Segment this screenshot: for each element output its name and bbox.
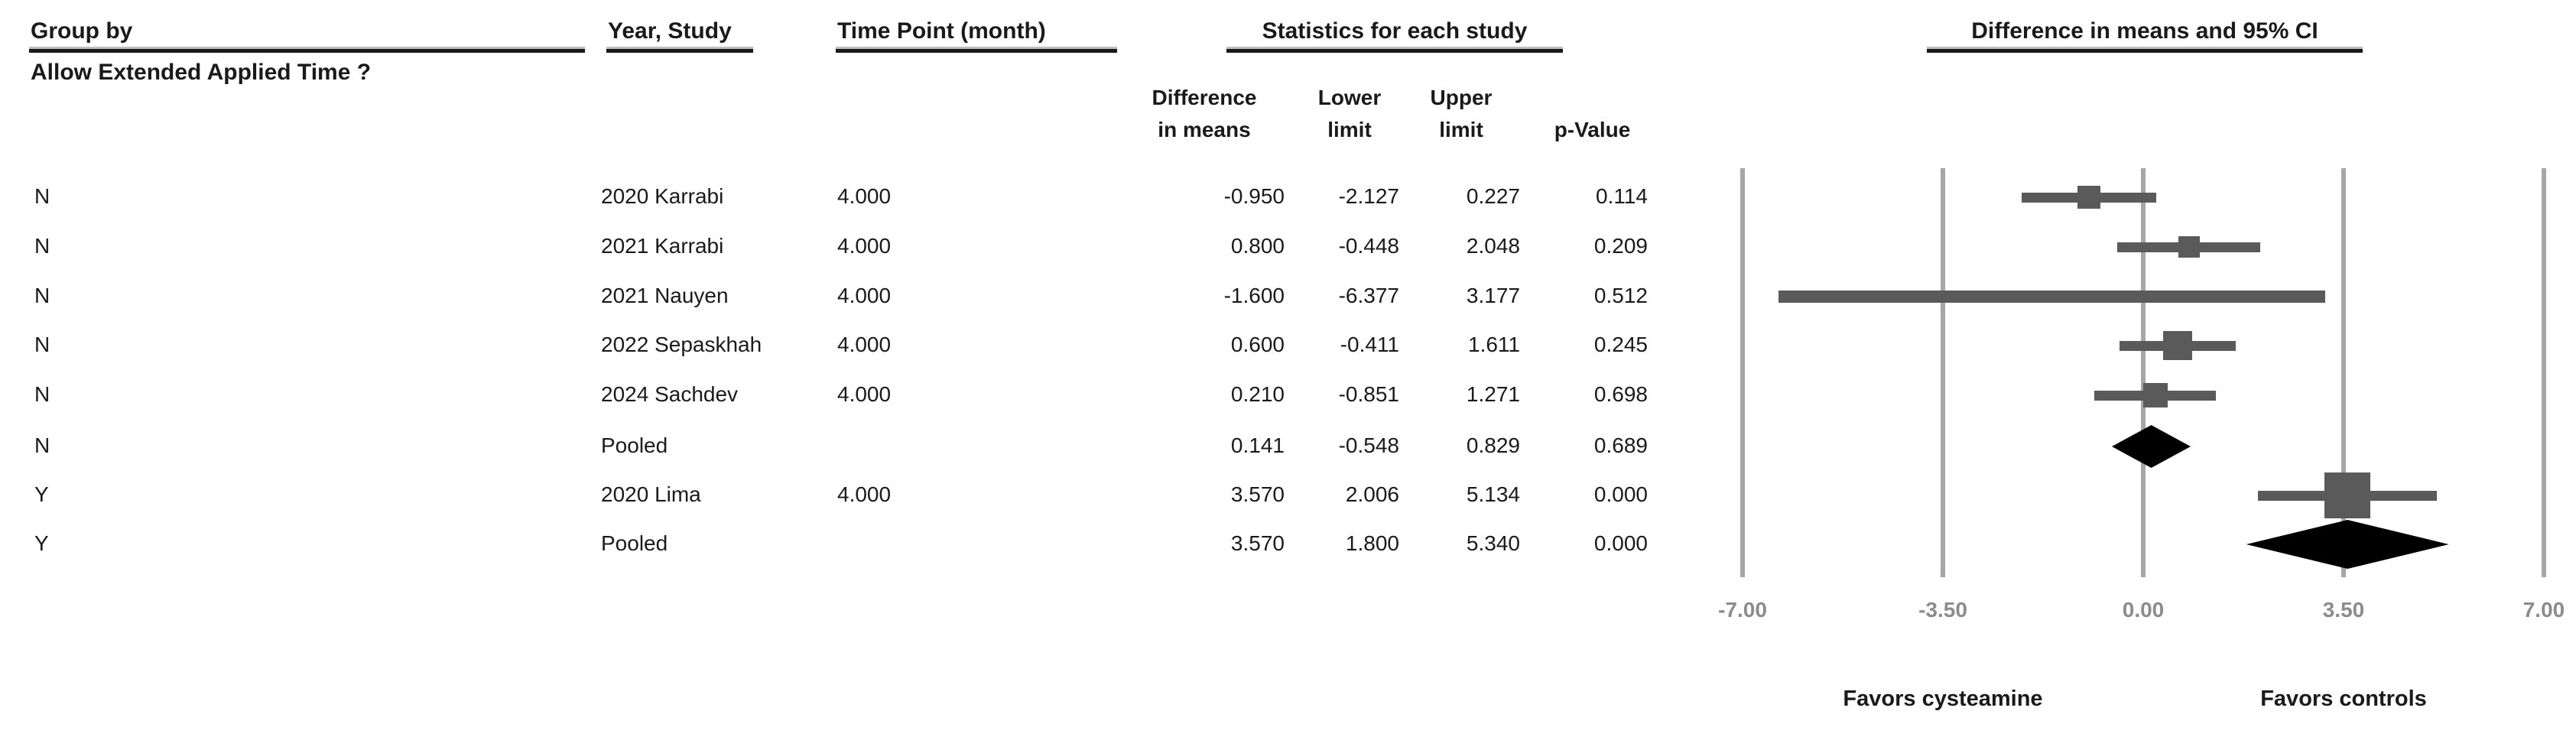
forest-point-square xyxy=(2162,331,2192,360)
upper-col-header-line2: limit xyxy=(1439,118,1483,141)
upper-limit-cell: 3.177 xyxy=(1466,284,1520,307)
forest-pooled-diamond xyxy=(2111,425,2191,468)
lower-col-header-line2: limit xyxy=(1327,118,1372,141)
group-cell: Y xyxy=(34,482,49,506)
study-cell: 2021 Nauyen xyxy=(601,284,729,307)
group-cell: N xyxy=(34,382,50,406)
difference-cell: 0.141 xyxy=(1230,433,1285,457)
forest-point-square xyxy=(2178,236,2200,258)
axis-tick-label: 0.00 xyxy=(2122,598,2165,622)
time-point-cell: 4.000 xyxy=(837,234,892,258)
upper-limit-cell: 0.829 xyxy=(1466,433,1520,457)
lower-limit-cell: -0.851 xyxy=(1338,382,1399,406)
difference-cell: 3.570 xyxy=(1230,531,1285,555)
forest-point-square xyxy=(2077,186,2100,209)
group-cell: N xyxy=(34,333,50,356)
p-value-cell: 0.512 xyxy=(1593,284,1648,307)
gridline xyxy=(2541,168,2546,577)
statistics-underline xyxy=(1226,49,1563,53)
lower-limit-cell: -2.127 xyxy=(1338,184,1399,208)
lower-limit-cell: -0.548 xyxy=(1338,433,1399,457)
group-by-variable-label: Allow Extended Applied Time ? xyxy=(31,60,372,85)
time-point-cell: 4.000 xyxy=(837,284,892,307)
favors-left-label: Favors cysteamine xyxy=(1843,687,2043,711)
time-point-underline xyxy=(836,49,1117,53)
axis-tick-label: 3.50 xyxy=(2322,598,2365,622)
upper-limit-cell: 2.048 xyxy=(1466,234,1520,258)
time-point-cell: 4.000 xyxy=(837,482,892,506)
time-point-cell: 4.000 xyxy=(837,333,892,356)
forest-point-square xyxy=(2142,383,2168,407)
difference-cell: -0.950 xyxy=(1223,184,1285,208)
difference-cell: 3.570 xyxy=(1230,482,1285,506)
upper-limit-cell: 1.271 xyxy=(1466,382,1520,406)
forest-point-square xyxy=(2324,472,2371,518)
study-cell: 2022 Sepaskhah xyxy=(601,333,762,356)
p-value-cell: 0.698 xyxy=(1593,382,1648,406)
difference-cell: 0.800 xyxy=(1230,234,1285,258)
p-value-cell: 0.209 xyxy=(1593,234,1648,258)
group-cell: N xyxy=(34,234,50,258)
upper-limit-cell: 5.340 xyxy=(1466,531,1520,555)
lower-limit-cell: -0.448 xyxy=(1338,234,1399,258)
group-by-underline xyxy=(29,49,585,53)
gridline xyxy=(1941,168,1945,577)
group-cell: N xyxy=(34,433,50,457)
axis-tick-label: 7.00 xyxy=(2522,598,2565,622)
gridline xyxy=(2340,168,2346,577)
lower-col-header-line1: Lower xyxy=(1317,86,1382,109)
time-point-cell: 4.000 xyxy=(837,382,892,406)
gridline xyxy=(2141,168,2146,577)
p-value-cell: 0.114 xyxy=(1596,184,1648,208)
group-cell: N xyxy=(34,284,50,307)
p-value-cell: 0.245 xyxy=(1593,333,1648,356)
forest-pooled-diamond xyxy=(2246,520,2449,569)
difference-col-header-line1: Difference xyxy=(1152,86,1257,109)
study-cell: 2020 Lima xyxy=(601,482,701,506)
ci-plot-underline xyxy=(1927,49,2363,53)
study-cell: 2021 Karrabi xyxy=(601,234,724,258)
difference-cell: 0.600 xyxy=(1230,333,1285,356)
lower-limit-cell: 1.800 xyxy=(1345,531,1399,555)
lower-limit-cell: -0.411 xyxy=(1340,333,1399,356)
p-value-cell: 0.000 xyxy=(1593,482,1648,506)
axis-tick-label: -3.50 xyxy=(1918,598,1967,622)
study-cell: 2020 Karrabi xyxy=(601,184,724,208)
upper-limit-cell: 0.227 xyxy=(1466,184,1520,208)
forest-point-square xyxy=(2045,291,2058,303)
year-study-header: Year, Study xyxy=(608,18,732,44)
study-cell: 2024 Sachdev xyxy=(601,382,739,406)
axis-tick-label: -7.00 xyxy=(1718,598,1767,622)
statistics-header: Statistics for each study xyxy=(1262,18,1528,44)
study-cell: Pooled xyxy=(601,531,668,555)
p-value-cell: 0.000 xyxy=(1593,531,1648,555)
difference-col-header-line2: in means xyxy=(1158,118,1251,141)
upper-limit-cell: 1.611 xyxy=(1468,333,1520,356)
lower-limit-cell: -6.377 xyxy=(1338,284,1399,307)
time-point-header: Time Point (month) xyxy=(837,18,1046,44)
difference-cell: 0.210 xyxy=(1230,382,1285,406)
group-cell: N xyxy=(34,184,50,208)
study-cell: Pooled xyxy=(601,433,668,457)
p-value-col-header: p-Value xyxy=(1554,118,1631,141)
upper-col-header-line1: Upper xyxy=(1430,86,1493,109)
gridline xyxy=(1740,168,1745,577)
year-study-underline xyxy=(606,49,753,53)
p-value-cell: 0.689 xyxy=(1593,433,1648,457)
group-by-header: Group by xyxy=(31,18,133,44)
group-cell: Y xyxy=(34,531,49,555)
ci-plot-header: Difference in means and 95% CI xyxy=(1971,18,2318,44)
difference-cell: -1.600 xyxy=(1223,284,1285,307)
upper-limit-cell: 5.134 xyxy=(1466,482,1520,506)
favors-right-label: Favors controls xyxy=(2260,687,2427,711)
time-point-cell: 4.000 xyxy=(837,184,892,208)
lower-limit-cell: 2.006 xyxy=(1345,482,1399,506)
